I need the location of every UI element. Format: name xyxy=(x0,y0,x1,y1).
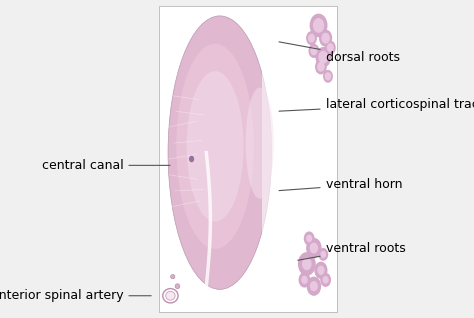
Ellipse shape xyxy=(175,284,180,289)
Circle shape xyxy=(310,14,327,37)
Circle shape xyxy=(304,232,314,245)
Text: lateral corticospinal tract: lateral corticospinal tract xyxy=(279,99,474,111)
FancyBboxPatch shape xyxy=(159,6,337,312)
Text: ventral roots: ventral roots xyxy=(298,242,405,260)
Text: central canal: central canal xyxy=(42,159,170,172)
Circle shape xyxy=(320,30,331,46)
Circle shape xyxy=(315,262,327,278)
Circle shape xyxy=(323,277,328,283)
Circle shape xyxy=(311,47,317,55)
Ellipse shape xyxy=(168,16,272,289)
Ellipse shape xyxy=(176,44,254,249)
Circle shape xyxy=(326,41,335,54)
Circle shape xyxy=(307,32,316,45)
Circle shape xyxy=(307,235,311,242)
FancyBboxPatch shape xyxy=(262,32,281,293)
Circle shape xyxy=(318,63,324,71)
Circle shape xyxy=(321,252,325,257)
Circle shape xyxy=(299,273,310,287)
Circle shape xyxy=(307,238,321,258)
Circle shape xyxy=(324,71,332,82)
Text: anterior spinal artery: anterior spinal artery xyxy=(0,289,151,302)
Text: dorsal roots: dorsal roots xyxy=(279,42,400,64)
Ellipse shape xyxy=(166,291,175,300)
Circle shape xyxy=(319,249,328,260)
Ellipse shape xyxy=(187,71,244,222)
Ellipse shape xyxy=(246,87,274,199)
Circle shape xyxy=(299,253,315,275)
Circle shape xyxy=(321,273,330,286)
Circle shape xyxy=(316,60,326,74)
Circle shape xyxy=(309,34,314,42)
Circle shape xyxy=(326,73,330,80)
Circle shape xyxy=(316,48,330,67)
Circle shape xyxy=(328,44,333,52)
Circle shape xyxy=(302,276,307,283)
Ellipse shape xyxy=(171,274,175,279)
Circle shape xyxy=(322,33,329,43)
Circle shape xyxy=(310,282,317,291)
Circle shape xyxy=(318,266,324,274)
Circle shape xyxy=(319,52,328,63)
Circle shape xyxy=(314,19,324,32)
Text: ventral horn: ventral horn xyxy=(279,178,402,191)
Circle shape xyxy=(309,45,319,57)
Circle shape xyxy=(307,277,320,295)
Circle shape xyxy=(303,258,311,269)
Circle shape xyxy=(310,243,318,253)
Circle shape xyxy=(190,156,193,162)
Ellipse shape xyxy=(163,289,178,303)
